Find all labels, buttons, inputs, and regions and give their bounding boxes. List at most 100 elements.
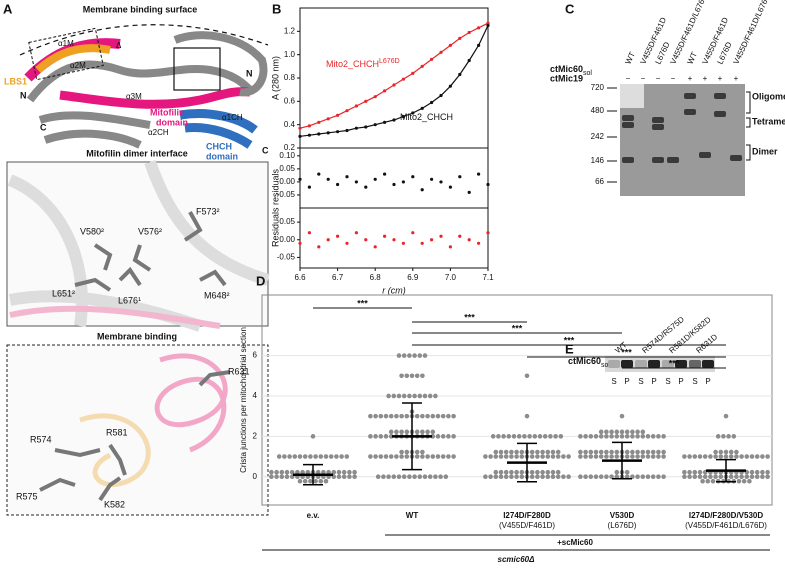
dot: [609, 454, 614, 459]
dot: [721, 434, 726, 439]
x-tick-label: 6.6: [294, 273, 306, 282]
series-name: Mito2_CHCH: [326, 59, 379, 69]
helix: [43, 129, 142, 149]
residue-label: F573²: [196, 206, 220, 216]
dot: [308, 454, 313, 459]
dot: [593, 454, 599, 459]
dot: [656, 434, 661, 439]
data-point: [317, 120, 321, 124]
dot: [522, 434, 527, 439]
dot: [640, 454, 646, 459]
dot: [555, 469, 561, 475]
data-point: [298, 126, 302, 130]
dot: [279, 474, 285, 480]
data-point: [383, 172, 387, 176]
dot: [728, 454, 734, 459]
data-point: [326, 117, 330, 121]
dot: [430, 429, 436, 435]
data-point: [477, 43, 481, 47]
dot: [561, 474, 566, 480]
dot: [383, 454, 389, 459]
data-point: [420, 64, 424, 68]
dot: [287, 454, 292, 459]
dot: [687, 454, 692, 459]
dot: [323, 478, 329, 484]
partner-sign: +: [688, 74, 693, 83]
dot: [661, 434, 666, 439]
data-point: [448, 43, 452, 47]
dot: [451, 413, 456, 419]
dot: [396, 474, 402, 480]
dot: [414, 413, 420, 419]
dot: [754, 469, 760, 475]
dot: [555, 454, 561, 459]
dot: [414, 373, 420, 379]
dot: [394, 413, 399, 419]
dot: [614, 434, 620, 439]
dot: [373, 454, 378, 459]
dot: [412, 474, 417, 480]
dot: [630, 474, 635, 480]
structure-label: α1CH: [222, 113, 243, 122]
data-point: [364, 125, 368, 129]
data-point: [317, 132, 321, 136]
dot: [765, 474, 770, 480]
dot: [352, 469, 357, 475]
data-point: [345, 128, 349, 133]
dot: [292, 454, 298, 459]
dot: [548, 434, 553, 439]
dot-group: [578, 429, 666, 439]
dot: [336, 469, 342, 475]
dot: [438, 474, 443, 480]
gel-glare: [620, 84, 644, 108]
dot: [409, 373, 415, 379]
x-tick-label: WT: [406, 511, 419, 520]
dot: [422, 393, 428, 399]
fraction-label: S: [665, 377, 670, 386]
dot: [519, 474, 525, 480]
dot: [420, 449, 425, 455]
dot: [705, 478, 711, 484]
data-point: [401, 114, 405, 119]
residue-label: V580²: [80, 226, 104, 236]
dot-group: [399, 373, 425, 379]
data-point: [467, 190, 471, 194]
dot: [435, 454, 441, 459]
x-tick-label: 7.1: [482, 273, 494, 282]
dot-group: [276, 454, 350, 459]
dot: [635, 449, 640, 455]
helix: [173, 31, 268, 97]
dot: [435, 413, 441, 419]
dot: [624, 474, 630, 480]
dot: [630, 429, 635, 435]
dot: [279, 469, 285, 475]
dot: [274, 469, 279, 475]
dot: [412, 353, 417, 358]
dot: [736, 478, 742, 484]
data-point: [336, 182, 340, 187]
dot: [702, 454, 708, 459]
data-point: [373, 123, 377, 127]
membrane-structure: [39, 353, 231, 502]
dot: [509, 469, 514, 475]
residue-label: M648²: [204, 290, 230, 300]
dot: [404, 413, 410, 419]
dot: [728, 474, 734, 480]
dot: [583, 449, 588, 455]
panel-letter: A: [3, 1, 13, 16]
gel-band: [621, 360, 633, 368]
dot: [588, 434, 594, 439]
lane-label: V455D/F461D/L676D: [732, 0, 773, 66]
dot: [527, 434, 532, 439]
residue-label: L651²: [52, 288, 75, 298]
dot: [692, 474, 698, 480]
data-point: [307, 185, 311, 189]
gel-band: [684, 93, 696, 99]
gel-band: [635, 360, 647, 368]
x-tick-label: V530D: [610, 511, 635, 520]
dot: [498, 449, 504, 455]
dot: [578, 449, 583, 455]
plot-frame: [261, 294, 773, 506]
dot: [498, 469, 504, 475]
dot: [734, 454, 739, 459]
